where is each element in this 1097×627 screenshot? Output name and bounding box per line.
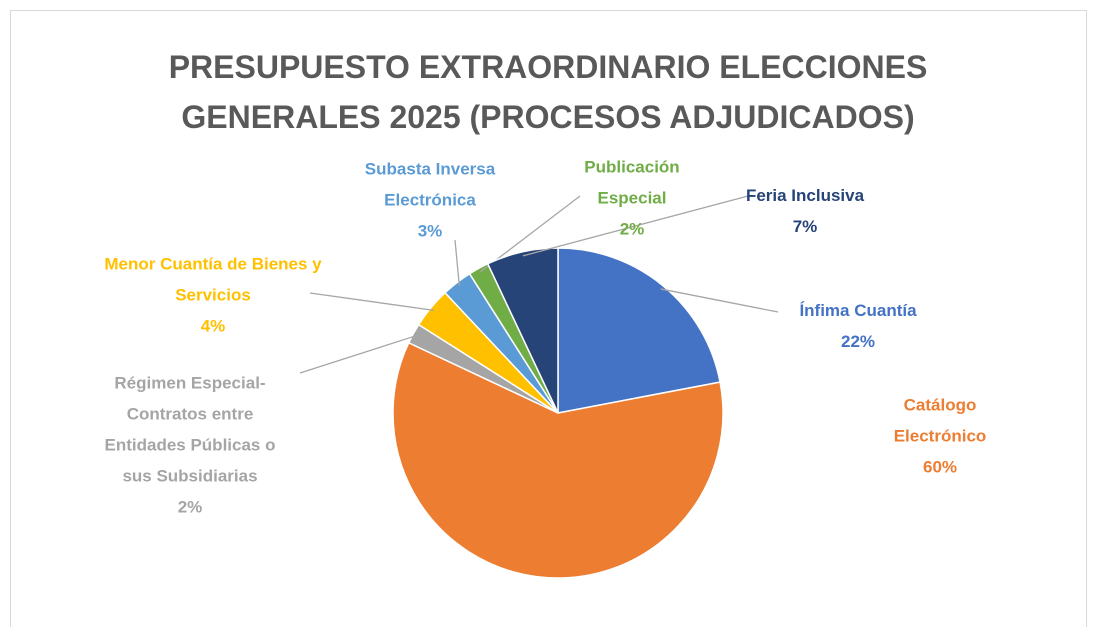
pie-slice xyxy=(486,247,559,414)
category-label: Catálogo Electrónico xyxy=(893,395,987,446)
value-label: 7% xyxy=(792,217,818,236)
leader-line xyxy=(309,292,435,312)
data-label: Menor Cuantía de Bienes y Servicios 4% xyxy=(103,249,323,342)
category-label: Publicación Especial xyxy=(584,157,680,208)
pie-slice xyxy=(557,247,721,414)
leader-line xyxy=(454,239,460,286)
pie-slice xyxy=(392,341,724,579)
value-label: 4% xyxy=(200,316,226,336)
leader-line xyxy=(660,288,779,313)
leader-line xyxy=(299,334,418,374)
leader-line xyxy=(522,195,749,257)
chart-border xyxy=(10,10,1087,627)
category-label: Ínfima Cuantía xyxy=(799,301,917,320)
data-label: Ínfima Cuantía 22% xyxy=(758,295,958,357)
category-label: Menor Cuantía de Bienes y Servicios xyxy=(104,254,322,305)
value-label: 22% xyxy=(840,332,876,351)
value-label: 60% xyxy=(922,457,958,477)
value-label: 2% xyxy=(619,219,645,239)
category-label: Subasta Inversa Electrónica xyxy=(364,159,496,210)
value-label: 3% xyxy=(417,221,443,241)
data-label: Publicación Especial 2% xyxy=(562,152,702,245)
value-label: 2% xyxy=(177,497,203,517)
data-label: Feria Inclusiva 7% xyxy=(720,180,890,242)
category-label: Régimen Especial-Contratos entre Entidad… xyxy=(104,373,276,486)
data-label: Catálogo Electrónico 60% xyxy=(860,390,1020,483)
chart-title: PRESUPUESTO EXTRAORDINARIO ELECCIONES GE… xyxy=(168,49,928,135)
data-label: Régimen Especial-Contratos entre Entidad… xyxy=(100,368,280,523)
data-label: Subasta Inversa Electrónica 3% xyxy=(345,154,515,247)
category-label: Feria Inclusiva xyxy=(745,186,865,205)
